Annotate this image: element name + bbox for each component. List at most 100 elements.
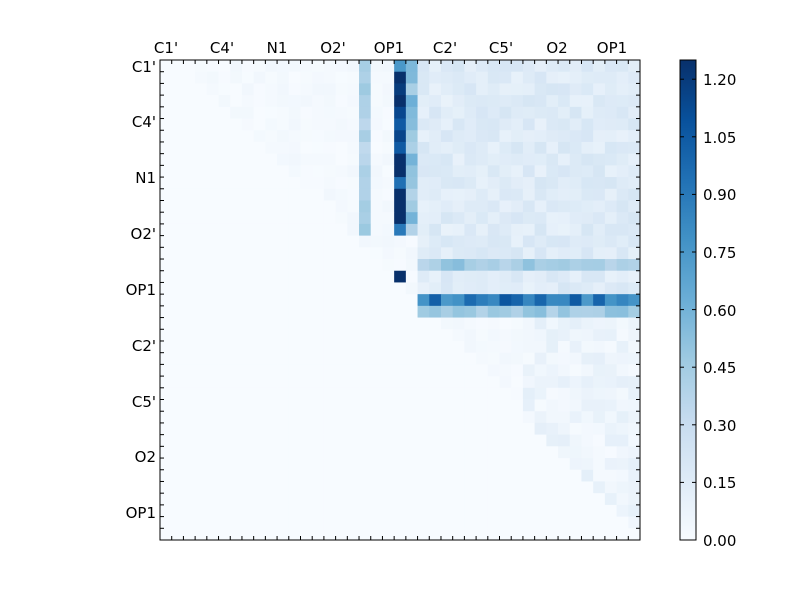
heatmap-cell bbox=[241, 317, 255, 330]
heatmap-cell bbox=[604, 60, 617, 73]
heatmap-cell bbox=[546, 352, 559, 365]
heatmap-cell bbox=[160, 364, 173, 377]
heatmap-cell bbox=[183, 177, 196, 190]
heatmap-cell bbox=[534, 340, 547, 354]
heatmap-cell bbox=[534, 481, 547, 494]
heatmap-cell bbox=[417, 376, 430, 389]
heatmap-cell bbox=[499, 481, 512, 494]
heatmap-cell bbox=[160, 177, 173, 190]
heatmap-cell bbox=[312, 223, 325, 237]
heatmap-cell bbox=[417, 165, 430, 178]
heatmap-cell bbox=[452, 165, 465, 178]
heatmap-cell bbox=[347, 259, 360, 272]
heatmap-cell bbox=[241, 305, 255, 318]
heatmap-cell bbox=[476, 469, 489, 482]
colorbar-tick-label: 0.90 bbox=[703, 186, 736, 204]
heatmap-cell bbox=[616, 376, 629, 389]
heatmap-cell bbox=[218, 223, 231, 237]
heatmap-cell bbox=[323, 317, 337, 330]
heatmap-cell bbox=[593, 165, 606, 178]
heatmap-cell bbox=[464, 118, 477, 131]
heatmap-cell bbox=[394, 223, 407, 237]
heatmap-cell bbox=[300, 504, 313, 517]
heatmap-cell bbox=[417, 141, 430, 155]
heatmap-cell bbox=[323, 469, 337, 482]
heatmap-cell bbox=[195, 305, 208, 318]
heatmap-cell bbox=[534, 399, 547, 412]
heatmap-cell bbox=[522, 153, 536, 166]
colorbar-tick-label: 1.05 bbox=[703, 129, 736, 147]
heatmap-cell bbox=[230, 516, 243, 529]
heatmap-cell bbox=[476, 153, 489, 166]
heatmap-cell bbox=[499, 130, 512, 143]
heatmap-cell bbox=[394, 469, 407, 482]
heatmap-cell bbox=[558, 118, 571, 131]
heatmap-cell bbox=[405, 469, 418, 482]
heatmap-cell bbox=[183, 153, 196, 166]
heatmap-cell bbox=[604, 481, 617, 494]
heatmap-cell bbox=[359, 434, 372, 447]
heatmap-cell bbox=[183, 528, 196, 541]
heatmap-cell bbox=[522, 387, 536, 400]
heatmap-cell bbox=[476, 387, 489, 400]
heatmap-cell bbox=[183, 235, 196, 248]
heatmap-cell bbox=[417, 294, 430, 307]
heatmap-cell bbox=[195, 516, 208, 529]
heatmap-cell bbox=[171, 305, 184, 318]
heatmap-cell bbox=[405, 60, 418, 73]
heatmap-cell bbox=[511, 458, 524, 471]
heatmap-cell bbox=[312, 153, 325, 166]
heatmap-cell bbox=[417, 528, 430, 541]
heatmap-cell bbox=[241, 235, 255, 248]
x-tick-labels: C1' C4' N1 O2' OP1 C2' C5' O2 OP1 bbox=[154, 39, 627, 57]
heatmap-cell bbox=[241, 352, 255, 365]
heatmap-cell bbox=[452, 212, 465, 225]
heatmap-cell bbox=[476, 141, 489, 155]
heatmap-cell bbox=[394, 71, 407, 84]
heatmap-cell bbox=[464, 294, 477, 307]
heatmap-cell bbox=[323, 340, 337, 354]
heatmap-cell bbox=[417, 469, 430, 482]
heatmap-cell bbox=[558, 200, 571, 213]
heatmap-cell bbox=[347, 329, 360, 342]
heatmap-cell bbox=[569, 352, 582, 365]
heatmap-cell bbox=[558, 282, 571, 295]
heatmap-cell bbox=[183, 130, 196, 143]
heatmap-cell bbox=[206, 141, 219, 155]
heatmap-cell bbox=[265, 71, 278, 84]
heatmap-cell bbox=[206, 329, 219, 342]
heatmap-cell bbox=[499, 329, 512, 342]
x-tick-label: OP1 bbox=[374, 39, 404, 57]
heatmap-cell bbox=[218, 83, 231, 96]
heatmap-cell bbox=[277, 411, 290, 424]
heatmap-cell bbox=[452, 71, 465, 84]
heatmap-cell bbox=[335, 504, 348, 517]
heatmap-cell bbox=[476, 364, 489, 377]
heatmap-cell bbox=[206, 340, 219, 354]
heatmap-cell bbox=[312, 177, 325, 190]
heatmap-cell bbox=[534, 212, 547, 225]
heatmap-cell bbox=[546, 106, 559, 119]
heatmap-cell bbox=[464, 83, 477, 96]
heatmap-cell bbox=[394, 130, 407, 143]
heatmap-cell bbox=[382, 60, 395, 73]
heatmap-cell bbox=[382, 235, 395, 248]
y-tick-label: O2 bbox=[135, 448, 156, 466]
heatmap-cell bbox=[499, 422, 512, 436]
heatmap-cell bbox=[581, 212, 594, 225]
heatmap-cell bbox=[218, 516, 231, 529]
heatmap-cell bbox=[195, 141, 208, 155]
heatmap-cell bbox=[359, 165, 372, 178]
heatmap-cell bbox=[628, 481, 641, 494]
heatmap-cell bbox=[265, 177, 278, 190]
heatmap-cell bbox=[195, 352, 208, 365]
heatmap-cell bbox=[417, 270, 430, 283]
heatmap-cell bbox=[581, 317, 594, 330]
heatmap-cell bbox=[628, 83, 641, 96]
heatmap-cell bbox=[300, 71, 313, 84]
heatmap-cell bbox=[277, 141, 290, 155]
heatmap-cell bbox=[417, 493, 430, 506]
heatmap-cell bbox=[183, 294, 196, 307]
heatmap-cell bbox=[335, 399, 348, 412]
heatmap-cell bbox=[616, 352, 629, 365]
